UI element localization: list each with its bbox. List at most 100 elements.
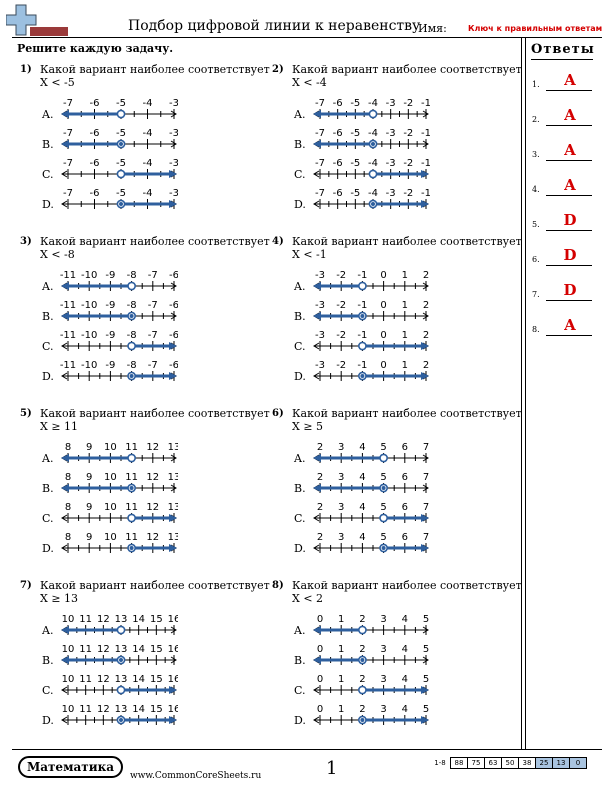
- ray-arrowhead-icon: [61, 110, 69, 118]
- option-b[interactable]: B. 10 11 12 13 14 15 16: [42, 644, 178, 667]
- option-d[interactable]: D. 0 1 2 3 4 5: [294, 704, 429, 727]
- tick-label: -9: [105, 330, 115, 341]
- tick-label: -5: [116, 188, 126, 199]
- problem-number: 2): [272, 64, 284, 75]
- option-label: D.: [42, 370, 54, 383]
- ray-arrowhead-icon: [313, 312, 321, 320]
- option-d[interactable]: D. -11 -10 -9 -8 -7 -6: [42, 360, 178, 383]
- answer-number: 6.: [532, 255, 540, 264]
- option-b[interactable]: B. -3 -2 -1 0 1 2: [294, 300, 429, 323]
- arrow-right-icon: [422, 626, 429, 634]
- ray-arrowhead-icon: [313, 140, 321, 148]
- tick-label: -6: [169, 330, 178, 341]
- option-d[interactable]: D. 8 9 10 11 12 13: [42, 532, 178, 555]
- tick-label: -6: [333, 98, 343, 109]
- option-d[interactable]: D. -7 -6 -5 -4 -3 -2 -1: [294, 188, 430, 211]
- tick-label: 2: [317, 532, 323, 543]
- tick-label: 2: [423, 330, 429, 341]
- tick-label: -2: [336, 300, 346, 311]
- tick-label: -1: [421, 128, 430, 139]
- tick-label: 4: [359, 502, 365, 513]
- option-a[interactable]: A. -11 -10 -9 -8 -7 -6: [41, 270, 178, 293]
- option-b[interactable]: B. -11 -10 -9 -8 -7 -6: [42, 300, 178, 323]
- problem-number: 6): [272, 408, 284, 419]
- tick-label: 1: [338, 674, 344, 685]
- tick-label: -6: [333, 128, 343, 139]
- tick-label: -7: [63, 98, 73, 109]
- tick-label: 16: [168, 674, 178, 685]
- tick-label: -2: [403, 98, 413, 109]
- arrow-left-icon: [313, 342, 320, 350]
- open-point: [127, 341, 136, 351]
- problem-question: Какой вариант наиболее соответствует X <…: [292, 63, 522, 89]
- tick-label: 9: [86, 472, 92, 483]
- option-c[interactable]: C. 2 3 4 5 6 7: [294, 502, 429, 525]
- option-b[interactable]: B. 0 1 2 3 4 5: [294, 644, 429, 667]
- tick-label: 6: [402, 532, 408, 543]
- option-label: C.: [294, 340, 306, 353]
- tick-label: -1: [357, 300, 367, 311]
- arrow-left-icon: [313, 544, 320, 552]
- arrow-left-icon: [61, 716, 68, 724]
- option-label: B.: [294, 482, 306, 495]
- option-c[interactable]: C. 10 11 12 13 14 15 16: [42, 674, 178, 697]
- answer-key-label: Ключ к правильным ответам: [468, 24, 603, 33]
- option-b[interactable]: B. -7 -6 -5 -4 -3: [42, 128, 178, 151]
- tick-label: 5: [380, 532, 386, 543]
- option-c[interactable]: C. 0 1 2 3 4 5: [294, 674, 429, 697]
- tick-label: -9: [105, 300, 115, 311]
- option-b[interactable]: B. -7 -6 -5 -4 -3 -2 -1: [294, 128, 430, 151]
- answer-value: A: [564, 106, 576, 124]
- option-label: C.: [294, 512, 306, 525]
- option-a[interactable]: A. -7 -6 -5 -4 -3: [41, 98, 178, 121]
- option-c[interactable]: C. -11 -10 -9 -8 -7 -6: [42, 330, 178, 353]
- option-c[interactable]: C. 8 9 10 11 12 13: [42, 502, 178, 525]
- tick-label: -7: [315, 98, 325, 109]
- option-b[interactable]: B. 8 9 10 11 12 13: [42, 472, 178, 495]
- ray-arrowhead-icon: [421, 716, 429, 724]
- tick-label: 12: [146, 532, 159, 543]
- option-d[interactable]: D. 2 3 4 5 6 7: [294, 532, 429, 555]
- tick-label: -2: [403, 128, 413, 139]
- option-a[interactable]: A. 10 11 12 13 14 15 16: [41, 614, 178, 637]
- open-point: [127, 281, 136, 291]
- problem-question: Какой вариант наиболее соответствует X <…: [40, 235, 270, 261]
- tick-label: 7: [423, 502, 429, 513]
- option-d[interactable]: D. -7 -6 -5 -4 -3: [42, 188, 178, 211]
- problem-number: 7): [20, 580, 32, 591]
- tick-label: 5: [380, 502, 386, 513]
- option-label: B.: [42, 482, 54, 495]
- option-a[interactable]: A. 8 9 10 11 12 13: [41, 442, 178, 465]
- option-a[interactable]: A. 2 3 4 5 6 7: [293, 442, 429, 465]
- tick-label: -6: [333, 188, 343, 199]
- option-c[interactable]: C. -3 -2 -1 0 1 2: [294, 330, 429, 353]
- tick-label: 9: [86, 502, 92, 513]
- option-a[interactable]: A. 0 1 2 3 4 5: [293, 614, 429, 637]
- ray-arrowhead-icon: [421, 342, 429, 350]
- tick-label: -3: [386, 188, 396, 199]
- option-c[interactable]: C. -7 -6 -5 -4 -3 -2 -1: [294, 158, 430, 181]
- closed-point-fill: [360, 658, 365, 662]
- ray-arrowhead-icon: [313, 454, 321, 462]
- tick-label: 2: [359, 674, 365, 685]
- option-a[interactable]: A. -3 -2 -1 0 1 2: [293, 270, 429, 293]
- option-label: B.: [294, 310, 306, 323]
- option-a[interactable]: A. -7 -6 -5 -4 -3 -2 -1: [293, 98, 430, 121]
- option-d[interactable]: D. 10 11 12 13 14 15 16: [42, 704, 178, 727]
- tick-label: 12: [97, 704, 110, 715]
- option-b[interactable]: B. 2 3 4 5 6 7: [294, 472, 429, 495]
- tick-label: -5: [350, 188, 360, 199]
- tick-label: 15: [150, 644, 163, 655]
- tick-label: 3: [338, 442, 344, 453]
- problem-question: Какой вариант наиболее соответствует X ≥…: [40, 579, 270, 605]
- tick-label: -8: [127, 300, 137, 311]
- page-number: 1: [326, 758, 338, 779]
- tick-label: 5: [423, 614, 429, 625]
- tick-label: 14: [132, 704, 145, 715]
- option-d[interactable]: D. -3 -2 -1 0 1 2: [294, 360, 429, 383]
- open-point: [116, 169, 126, 179]
- arrow-left-icon: [61, 372, 68, 380]
- option-c[interactable]: C. -7 -6 -5 -4 -3: [42, 158, 178, 181]
- tick-label: 11: [125, 442, 138, 453]
- option-label: C.: [42, 340, 54, 353]
